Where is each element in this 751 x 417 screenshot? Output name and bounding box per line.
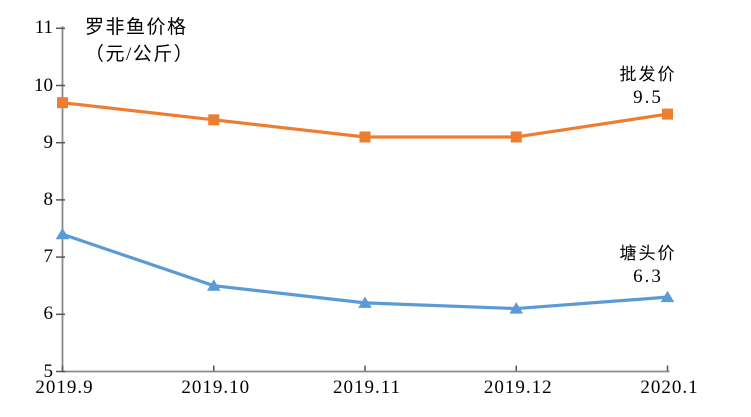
square-marker [662,108,673,120]
triangle-marker [358,296,372,308]
y-axis-tick-label: 8 [43,188,54,210]
x-axis-tick-label: 2019.10 [181,377,251,398]
wholesale-price-label: 批发价 [619,65,677,84]
x-axis-tick-label: 2019.9 [35,377,94,398]
triangle-marker [55,227,70,240]
triangle-marker [509,302,524,314]
pond-head-price-value: 6.3 [633,266,663,287]
y-axis-tick-label: 5 [43,360,54,382]
x-axis-tick-label: 2019.12 [483,377,553,398]
chart-title-line2: （元/公斤） [85,44,195,65]
square-marker [510,131,522,143]
triangle-marker [206,279,221,291]
y-axis-tick-label: 6 [43,303,54,325]
square-marker [57,97,68,109]
wholesale-price-value: 9.5 [633,87,663,108]
y-axis-tick-label: 11 [34,17,53,39]
chart-title: 罗非鱼价格 （元/公斤） [85,14,194,68]
pond-head-price-annotation: 塘头价 6.3 [593,242,703,289]
pond-head-price-label: 塘头价 [619,244,677,263]
wholesale-price-annotation: 批发价 9.5 [593,63,703,110]
y-axis-tick-label: 9 [43,131,54,153]
y-axis-tick-label: 7 [43,246,54,268]
x-axis-tick-label: 2019.11 [332,377,402,398]
chart-title-line1: 罗非鱼价格 [85,17,188,38]
triangle-marker [660,290,675,303]
square-marker [208,114,220,126]
y-axis-tick-label: 10 [34,74,53,96]
square-marker [359,131,371,143]
x-axis-tick-label: 2020.1 [640,377,699,398]
